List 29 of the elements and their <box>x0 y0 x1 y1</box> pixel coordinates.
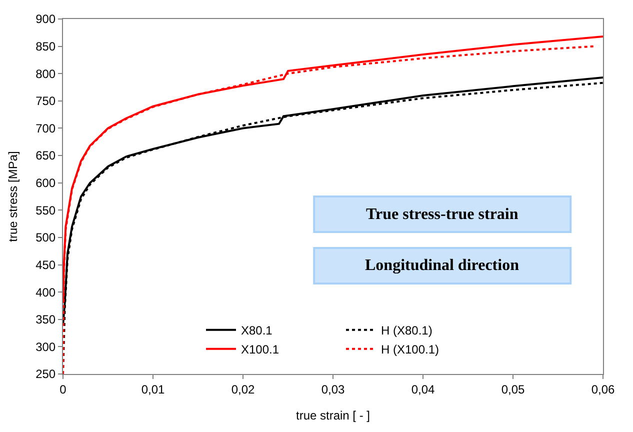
legend-label: H (X100.1) <box>381 342 440 357</box>
y-tick-label: 850 <box>36 40 56 54</box>
y-tick-label: 550 <box>36 203 56 218</box>
x-tick-label: 0,01 <box>141 382 165 396</box>
y-tick-label: 750 <box>36 94 56 108</box>
x-tick-label: 0,06 <box>591 382 615 396</box>
x-tick-label: 0 <box>60 382 67 396</box>
x-tick-label: 0,04 <box>411 382 435 396</box>
x-tick-label: 0,05 <box>501 382 525 396</box>
y-tick-label: 600 <box>36 176 56 190</box>
x-tick-label: 0,02 <box>231 382 255 396</box>
legend-label: H (X80.1) <box>381 324 432 338</box>
x-tick-label: 0,03 <box>321 382 345 396</box>
y-tick-label: 350 <box>36 312 56 327</box>
x-axis-title: true strain [ - ] <box>296 408 370 422</box>
annotation: True stress-true strain <box>366 206 518 223</box>
y-tick-label: 500 <box>36 230 56 245</box>
y-tick-label: 250 <box>36 367 56 382</box>
y-tick-label: 900 <box>36 12 56 26</box>
y-tick-label: 650 <box>36 148 56 163</box>
legend-label: X80.1 <box>241 324 273 338</box>
y-tick-label: 400 <box>36 285 56 300</box>
y-tick-label: 300 <box>36 340 56 354</box>
y-tick-label: 700 <box>36 121 56 136</box>
y-axis-title: true stress [MPa] <box>6 151 20 242</box>
annotation: Longitudinal direction <box>365 257 520 274</box>
y-tick-label: 800 <box>36 66 56 81</box>
legend-label: X100.1 <box>241 342 280 357</box>
y-tick-label: 450 <box>36 258 56 272</box>
